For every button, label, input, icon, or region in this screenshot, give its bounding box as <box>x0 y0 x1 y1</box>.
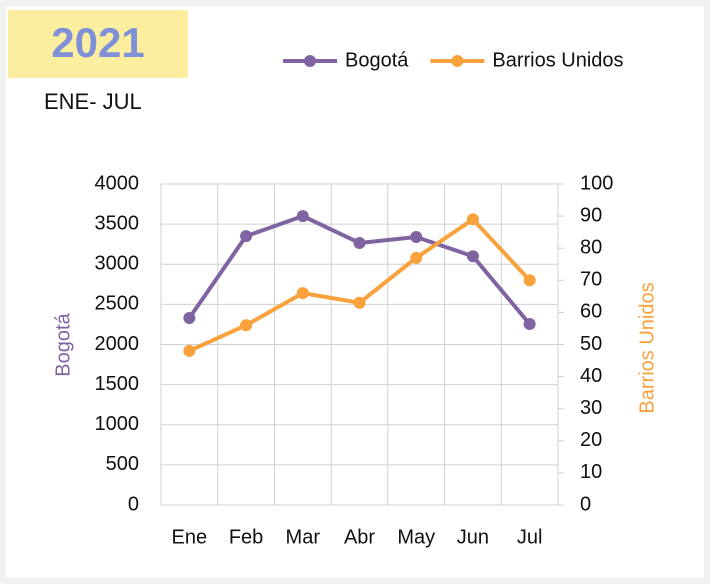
y-tick-label: 1000 <box>95 413 140 435</box>
x-tick-label: May <box>397 526 435 548</box>
legend-marker <box>304 55 316 67</box>
data-point <box>353 236 366 249</box>
data-point <box>523 274 536 287</box>
x-tick-label: Mar <box>286 526 321 548</box>
y-tick-label: 3500 <box>95 212 140 234</box>
data-point <box>466 250 479 263</box>
legend-marker <box>451 55 464 67</box>
x-tick-label: Feb <box>229 526 263 548</box>
data-point <box>466 213 479 226</box>
y-tick-label: 1500 <box>95 373 140 395</box>
chart-subtitle: ENE- JUL <box>44 89 142 114</box>
x-tick-label: Abr <box>344 526 375 548</box>
data-point <box>410 251 423 264</box>
y2-tick-label: 0 <box>580 493 591 515</box>
x-tick-label: Ene <box>172 526 208 548</box>
y-tick-label: 4000 <box>95 172 140 194</box>
legend-label: Bogotá <box>345 49 409 71</box>
y-tick-label: 2500 <box>95 293 140 315</box>
y2-tick-label: 50 <box>580 333 602 355</box>
y-tick-label: 500 <box>106 453 139 475</box>
data-point <box>296 210 309 223</box>
y-axis-label: Bogotá <box>52 312 74 376</box>
x-tick-label: Jul <box>517 526 543 548</box>
y-tick-label: 0 <box>128 493 139 515</box>
title-box <box>8 10 188 78</box>
chart-title: 2021 <box>51 19 144 66</box>
y2-tick-label: 30 <box>580 397 602 419</box>
data-point <box>410 230 423 243</box>
data-point <box>296 287 309 300</box>
panel <box>6 6 704 578</box>
y2-tick-label: 20 <box>580 429 602 451</box>
data-point <box>523 318 536 331</box>
y2-tick-label: 100 <box>580 172 613 194</box>
data-point <box>240 230 253 243</box>
legend-label: Barrios Unidos <box>492 49 623 71</box>
y2-tick-label: 60 <box>580 301 602 323</box>
y2-tick-label: 40 <box>580 365 602 387</box>
y2-tick-label: 90 <box>580 204 602 226</box>
x-tick-label: Jun <box>457 526 489 548</box>
data-point <box>183 312 196 325</box>
y-tick-label: 2000 <box>95 333 140 355</box>
y2-tick-label: 80 <box>580 236 602 258</box>
y2-axis-label: Barrios Unidos <box>636 282 658 413</box>
y2-tick-label: 70 <box>580 269 602 291</box>
data-point <box>183 344 196 357</box>
y2-tick-label: 10 <box>580 461 602 483</box>
data-point <box>353 296 366 309</box>
data-point <box>240 319 253 332</box>
y-tick-label: 3000 <box>95 253 140 275</box>
